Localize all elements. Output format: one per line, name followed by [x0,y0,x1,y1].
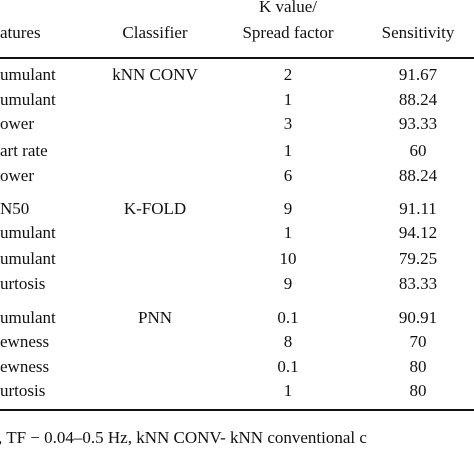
sensitivity-cell: 80 [409,357,427,376]
k-value-cell: 1 [283,381,293,400]
k-value-cell: 1 [283,90,293,109]
k-value-cell: 8 [283,332,293,351]
feature-cell: umulant [0,308,56,327]
classifier-cell: PNN [137,308,173,327]
feature-cell: umulant [0,65,56,84]
sensitivity-cell: 91.11 [399,199,437,218]
feature-cell: urtosis [0,381,46,400]
k-value-cell: 6 [283,166,293,185]
sensitivity-cell: 88.24 [398,90,438,109]
k-value-cell: 10 [279,249,297,268]
k-value-cell: 1 [283,141,293,160]
k-value-cell: 9 [283,274,293,293]
sensitivity-cell: 60 [409,141,427,160]
sensitivity-cell: 70 [409,332,427,351]
header-rule [0,57,474,59]
sensitivity-cell: 90.91 [398,308,438,327]
footnote: , TF − 0.04–0.5 Hz, kNN CONV- kNN conven… [0,428,367,447]
k-value-cell: 0.1 [277,357,299,376]
header-sensitivity: Sensitivity [381,23,455,42]
feature-cell: ower [0,166,34,185]
feature-cell: umulant [0,90,56,109]
feature-cell: ower [0,114,34,133]
k-value-cell: 2 [283,65,293,84]
feature-cell: ewness [0,332,50,351]
sensitivity-cell: 88.24 [398,166,438,185]
bottom-rule [0,409,474,411]
k-value-cell: 9 [283,199,293,218]
k-value-cell: 1 [283,223,293,242]
classifier-cell: kNN CONV [112,65,198,84]
header-k-value: Spread factor [242,23,334,42]
feature-cell: art rate [0,141,48,160]
feature-cell: umulant [0,249,56,268]
feature-cell: ewness [0,357,50,376]
sensitivity-cell: 79.25 [398,249,438,268]
sensitivity-cell: 93.33 [398,114,438,133]
k-value-cell: 0.1 [277,308,299,327]
header-k-value: K value/ [258,0,318,16]
sensitivity-cell: 83.33 [398,274,438,293]
sensitivity-cell: 80 [409,381,427,400]
sensitivity-cell: 91.67 [398,65,438,84]
k-value-cell: 3 [283,114,293,133]
feature-cell: N50 [0,199,30,218]
sensitivity-cell: 94.12 [398,223,438,242]
header-features: atures [0,23,41,42]
feature-cell: urtosis [0,274,46,293]
header-classifier: Classifier [122,23,188,42]
feature-cell: umulant [0,223,56,242]
classifier-cell: K-FOLD [123,199,187,218]
